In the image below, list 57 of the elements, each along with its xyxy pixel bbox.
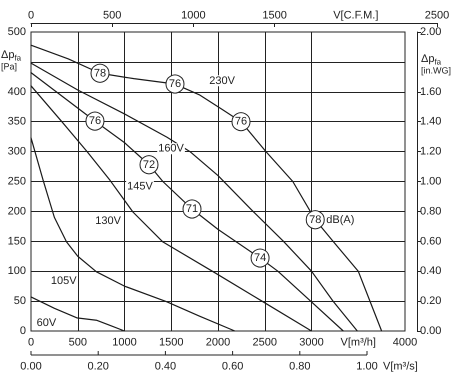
text: 0.80: [289, 360, 311, 372]
y2-tick-label: 0.40: [420, 265, 442, 278]
y-tick-label: 250: [8, 176, 26, 188]
text: V[m³/s]: [383, 360, 418, 372]
y2-tick-label: 0.20: [420, 295, 442, 308]
y-tick-label: 350: [8, 116, 26, 128]
x-tick-label: 500: [68, 336, 87, 348]
y-tick-label: 0: [20, 325, 26, 337]
y2-tick-label: 1.00: [420, 176, 442, 188]
series-label: 130V: [95, 215, 122, 227]
y-tick-label: 300: [8, 146, 26, 158]
x2-tick-label: 0: [28, 10, 34, 22]
text: 0.00: [20, 360, 42, 372]
x2-tick-label: 1500: [262, 10, 287, 22]
series-label: 160V: [158, 142, 185, 155]
y2-tick-label: 0.60: [420, 235, 442, 248]
annotation: 78: [94, 67, 106, 80]
x-axis-title: V[m³/h]: [340, 336, 376, 348]
x2-axis-title: V[C.F.M.]: [333, 10, 378, 22]
annotation: 71: [186, 203, 198, 216]
x-tick-label: 1500: [159, 336, 184, 348]
x-tick-label: 4000: [392, 336, 418, 348]
x-tick-label: 3000: [299, 336, 324, 348]
annotation: 76: [88, 115, 102, 128]
annotation: 72: [142, 158, 156, 171]
y-tick-label: 200: [8, 205, 26, 218]
x-tick-label: 0: [28, 336, 34, 348]
annotation: dB(A): [326, 214, 354, 226]
y-tick-label: 50: [14, 295, 26, 308]
annotation: 76: [168, 78, 182, 90]
y2-tick-label: 1.20: [420, 146, 442, 158]
x2-tick-label: 1000: [181, 10, 206, 22]
x2-tick-label: 500: [103, 10, 122, 22]
y-tick-label: 150: [8, 235, 26, 248]
y-tick-label: 100: [8, 265, 26, 278]
y2-tick-label: 0.80: [420, 205, 442, 218]
y2-tick-label: 0.00: [420, 325, 442, 337]
text: 0.20: [87, 360, 109, 372]
text: 0.60: [222, 360, 244, 372]
y2-tick-label: 1.40: [420, 116, 442, 128]
y-tick-label: 500: [8, 26, 26, 38]
y-tick-label: 400: [8, 86, 26, 98]
annotation: 74: [254, 252, 266, 264]
y2-tick-label: 2.00: [420, 26, 442, 38]
series-label: 230V: [209, 74, 236, 87]
annotation: 78: [309, 214, 322, 226]
x2-tick-label: 2500: [424, 10, 450, 22]
text: 1.00: [356, 360, 378, 372]
series-label: 105V: [50, 274, 78, 287]
series-label: 145V: [127, 180, 154, 192]
series-label: 60V: [36, 316, 57, 329]
annotation: 76: [234, 116, 248, 128]
text: 0.40: [154, 360, 176, 372]
x-tick-label: 2500: [252, 336, 277, 348]
x-tick-label: 1000: [112, 336, 137, 348]
y2-tick-label: 1.60: [420, 86, 442, 98]
x-tick-label: 2000: [206, 336, 230, 348]
